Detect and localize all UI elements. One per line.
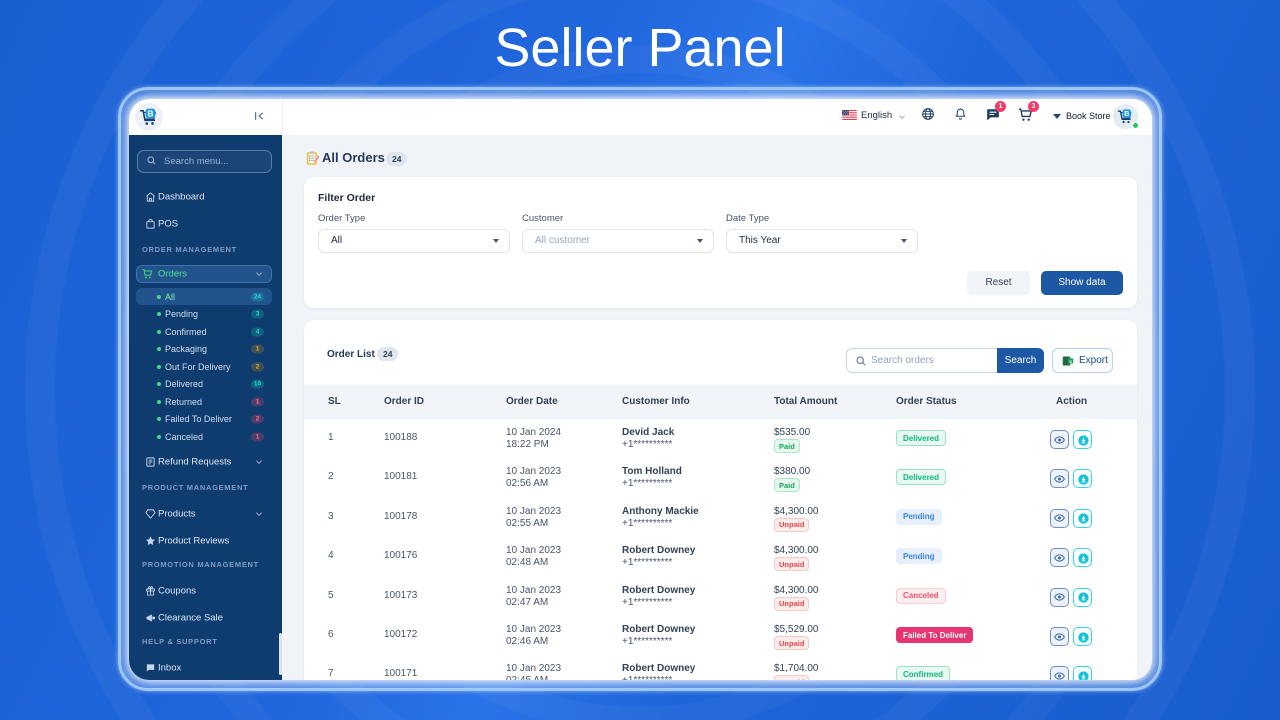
svg-text:x: x <box>1069 360 1072 365</box>
svg-text:B: B <box>1124 110 1129 118</box>
svg-text:B: B <box>147 108 153 118</box>
